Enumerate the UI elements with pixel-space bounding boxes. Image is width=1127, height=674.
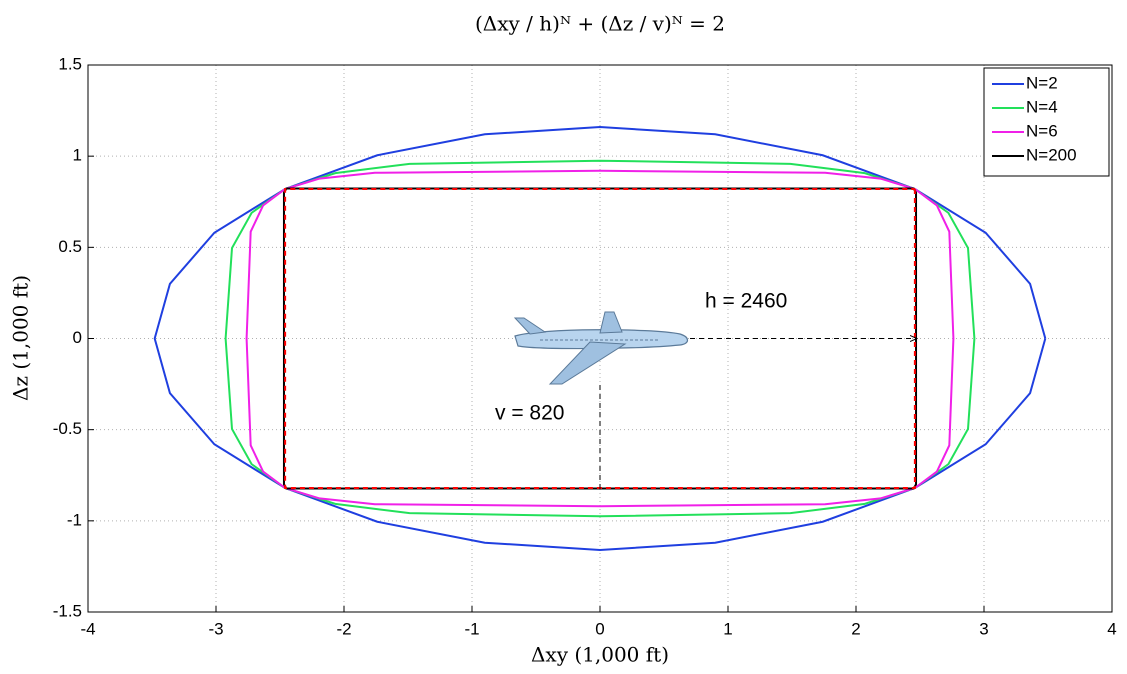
x-tick-label: 3 <box>979 619 988 638</box>
legend-label: N=200 <box>1026 145 1077 164</box>
x-tick-label: -2 <box>336 619 351 638</box>
curve <box>153 125 1047 552</box>
curve <box>224 159 976 518</box>
y-tick-label: 0.5 <box>58 237 82 256</box>
x-tick-label: -4 <box>80 619 95 638</box>
y-tick-label: 1.5 <box>58 54 82 73</box>
x-tick-label: 4 <box>1107 619 1116 638</box>
y-tick-label: -1 <box>67 510 82 529</box>
x-axis-label: Δxy (1,000 ft) <box>531 643 669 667</box>
x-tick-label: -3 <box>208 619 223 638</box>
boundary-rect <box>284 187 916 490</box>
legend-label: N=2 <box>1026 73 1058 92</box>
x-tick-label: 1 <box>723 619 732 638</box>
curve <box>245 169 955 508</box>
plot-frame <box>87 64 1113 613</box>
annotation: v = 820 <box>495 402 564 425</box>
y-tick-label: 0 <box>73 328 82 347</box>
airplane-icon <box>513 311 689 385</box>
legend-label: N=4 <box>1026 97 1058 116</box>
y-tick-label: 1 <box>73 146 82 165</box>
x-tick-label: 0 <box>595 619 604 638</box>
y-tick-label: -0.5 <box>53 419 82 438</box>
y-tick-label: -1.5 <box>53 601 82 620</box>
chart-title: (Δxy / h)ᴺ + (Δz / v)ᴺ = 2 <box>475 12 725 36</box>
x-tick-label: -1 <box>464 619 479 638</box>
y-axis-label: Δz (1,000 ft) <box>9 275 33 401</box>
legend-label: N=6 <box>1026 121 1058 140</box>
x-tick-label: 2 <box>851 619 860 638</box>
legend-box <box>983 67 1110 177</box>
annotation: h = 2460 <box>705 290 787 313</box>
